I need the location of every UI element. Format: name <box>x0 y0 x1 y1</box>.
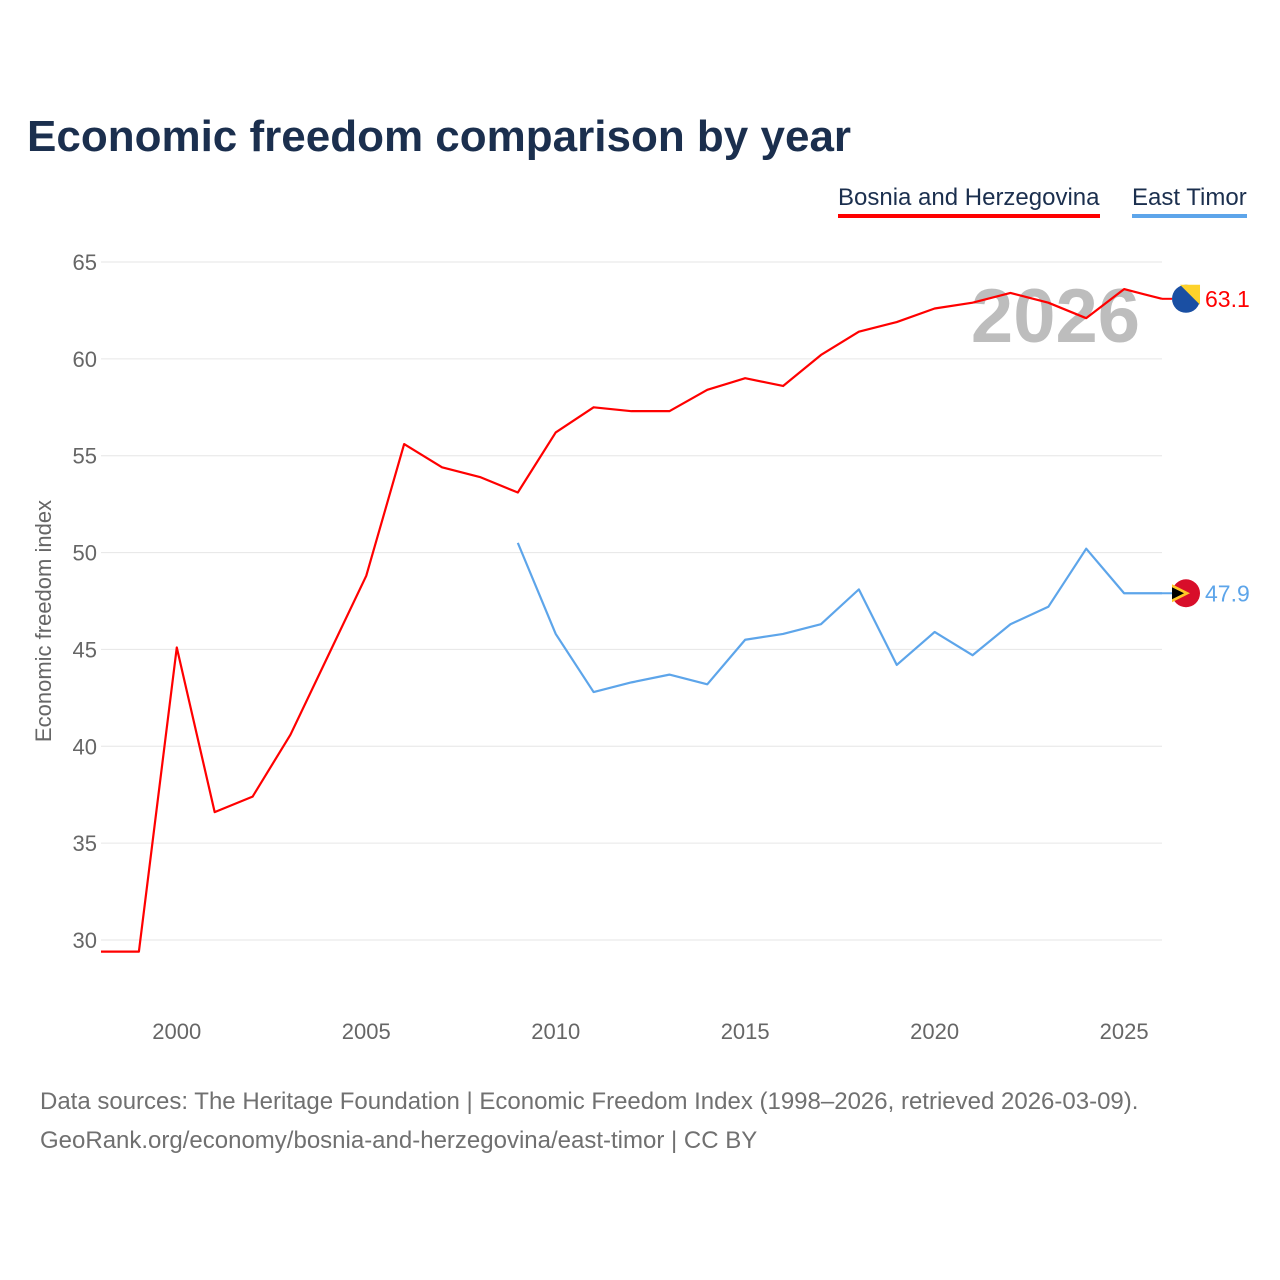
series-line-east-timor <box>516 542 1162 694</box>
bosnia-flag-triangle <box>1180 284 1200 305</box>
end-value-label: 47.9 <box>1205 580 1250 606</box>
legend-item-bosnia[interactable]: Bosnia and Herzegovina <box>838 184 1100 218</box>
end-value-label: 63.1 <box>1205 286 1250 312</box>
year-watermark: 2026 <box>971 274 1140 359</box>
footer-sources: Data sources: The Heritage Foundation | … <box>40 1088 1139 1115</box>
x-tick-label: 2005 <box>342 1019 391 1044</box>
y-tick-label: 65 <box>73 250 97 275</box>
legend-item-east-timor[interactable]: East Timor <box>1132 184 1247 218</box>
x-tick-label: 2020 <box>910 1019 959 1044</box>
y-tick-label: 45 <box>73 637 97 662</box>
y-tick-label: 40 <box>73 734 97 759</box>
east-timor-flag-black <box>1172 587 1184 600</box>
x-tick-label: 2000 <box>152 1019 201 1044</box>
y-tick-label: 30 <box>73 928 97 953</box>
x-tick-label: 2010 <box>531 1019 580 1044</box>
footer-link[interactable]: GeoRank.org/economy/bosnia-and-herzegovi… <box>40 1127 758 1154</box>
x-tick-label: 2015 <box>721 1019 770 1044</box>
y-tick-label: 50 <box>73 541 97 566</box>
y-tick-label: 35 <box>73 831 97 856</box>
y-axis-label: Economic freedom index <box>31 500 56 742</box>
y-tick-label: 60 <box>73 347 97 372</box>
chart-title: Economic freedom comparison by year <box>27 112 852 161</box>
x-tick-label: 2025 <box>1100 1019 1149 1044</box>
series-line-bosnia <box>101 288 1163 953</box>
y-tick-label: 55 <box>73 444 97 469</box>
